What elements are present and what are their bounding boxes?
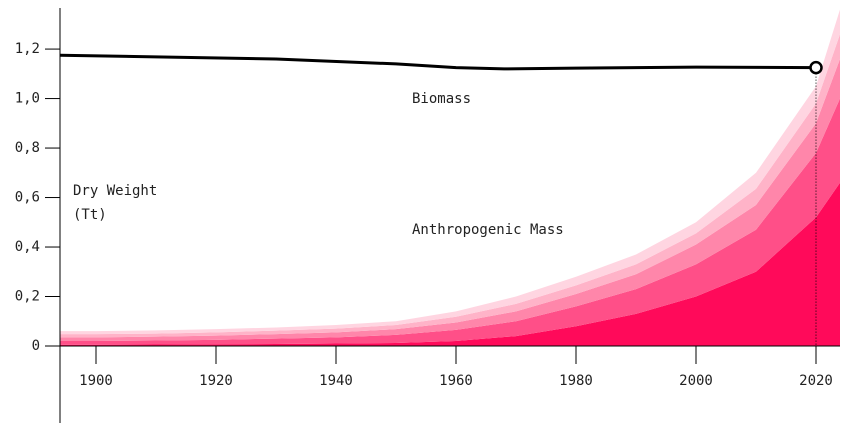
x-tick-label: 1900 (79, 373, 113, 389)
y-tick-label: 0,2 (15, 289, 40, 305)
x-tick-label: 1980 (559, 373, 593, 389)
annotation: Anthropogenic Mass (412, 222, 564, 238)
area (60, 9, 840, 335)
y-tick-label: 0,6 (15, 190, 40, 206)
line (59, 53, 817, 71)
area (60, 34, 840, 338)
x-tick-label: 1940 (319, 373, 353, 389)
y-axis-label: (Tt) (73, 207, 107, 223)
x-tick-label: 2000 (679, 373, 713, 389)
y-axis-label: Dry Weight (73, 183, 157, 199)
y-tick-label: 0,4 (15, 239, 40, 255)
area (60, 58, 840, 342)
area (60, 182, 840, 346)
x-tick-label: 1920 (199, 373, 233, 389)
y-tick-label: 1,0 (15, 91, 40, 107)
y-tick-label: 0 (32, 338, 40, 354)
marker (809, 60, 823, 75)
y-tick-label: 1,2 (15, 41, 40, 57)
y-tick-label: 0,8 (15, 140, 40, 156)
x-tick-label: 1960 (439, 373, 473, 389)
annotation: Biomass (412, 91, 471, 107)
x-tick-label: 2020 (799, 373, 833, 389)
